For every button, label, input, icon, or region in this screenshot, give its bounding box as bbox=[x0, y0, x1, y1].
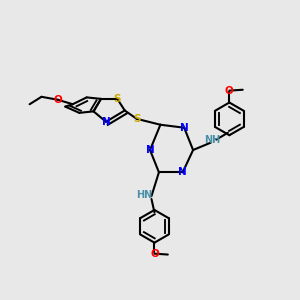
Text: N: N bbox=[180, 123, 189, 133]
Text: O: O bbox=[225, 85, 234, 96]
Text: N: N bbox=[178, 167, 187, 177]
Text: S: S bbox=[133, 114, 140, 124]
Text: N: N bbox=[146, 145, 154, 155]
Text: NH: NH bbox=[204, 135, 220, 145]
Text: O: O bbox=[53, 95, 62, 105]
Text: HN: HN bbox=[136, 190, 152, 200]
Text: O: O bbox=[150, 249, 159, 259]
Text: S: S bbox=[114, 94, 121, 104]
Text: N: N bbox=[102, 117, 110, 127]
